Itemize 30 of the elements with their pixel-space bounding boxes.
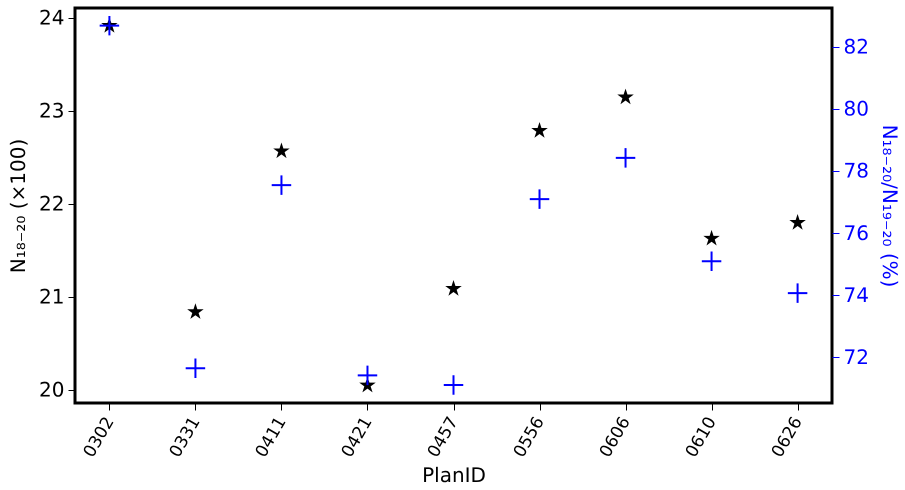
y-tick-label: 24 [39, 6, 64, 30]
point [703, 230, 720, 246]
y2-tick-label: 74 [844, 282, 869, 307]
y2-tick-label: 82 [844, 34, 869, 59]
y2-tick-label: 80 [844, 96, 869, 121]
y-axis-title: N₁₈₋₂₀ (×100) [6, 138, 30, 274]
y-tick-label: 20 [39, 377, 64, 402]
point [98, 14, 120, 36]
y-tick-label: 23 [39, 98, 64, 123]
y-tick-label: 22 [39, 192, 64, 216]
point [445, 280, 462, 296]
point [700, 250, 722, 272]
point [356, 364, 378, 386]
point [184, 358, 206, 379]
y2-tick-label: 72 [844, 344, 869, 369]
point [442, 374, 464, 396]
point [528, 188, 550, 210]
y2-tick-label: 78 [844, 158, 869, 183]
point [789, 214, 806, 230]
point [270, 174, 292, 196]
x-axis-title: PlanID [422, 462, 486, 487]
y-tick-label: 21 [39, 284, 64, 309]
point [531, 122, 548, 138]
point [273, 142, 290, 158]
point [786, 282, 808, 304]
y2-axis-title: N₁₈₋₂₀/N₁₉₋₂₀ (%) [878, 124, 902, 288]
point [187, 303, 204, 319]
y2-tick-label: 76 [844, 220, 869, 245]
point [617, 88, 634, 104]
point [614, 147, 636, 169]
